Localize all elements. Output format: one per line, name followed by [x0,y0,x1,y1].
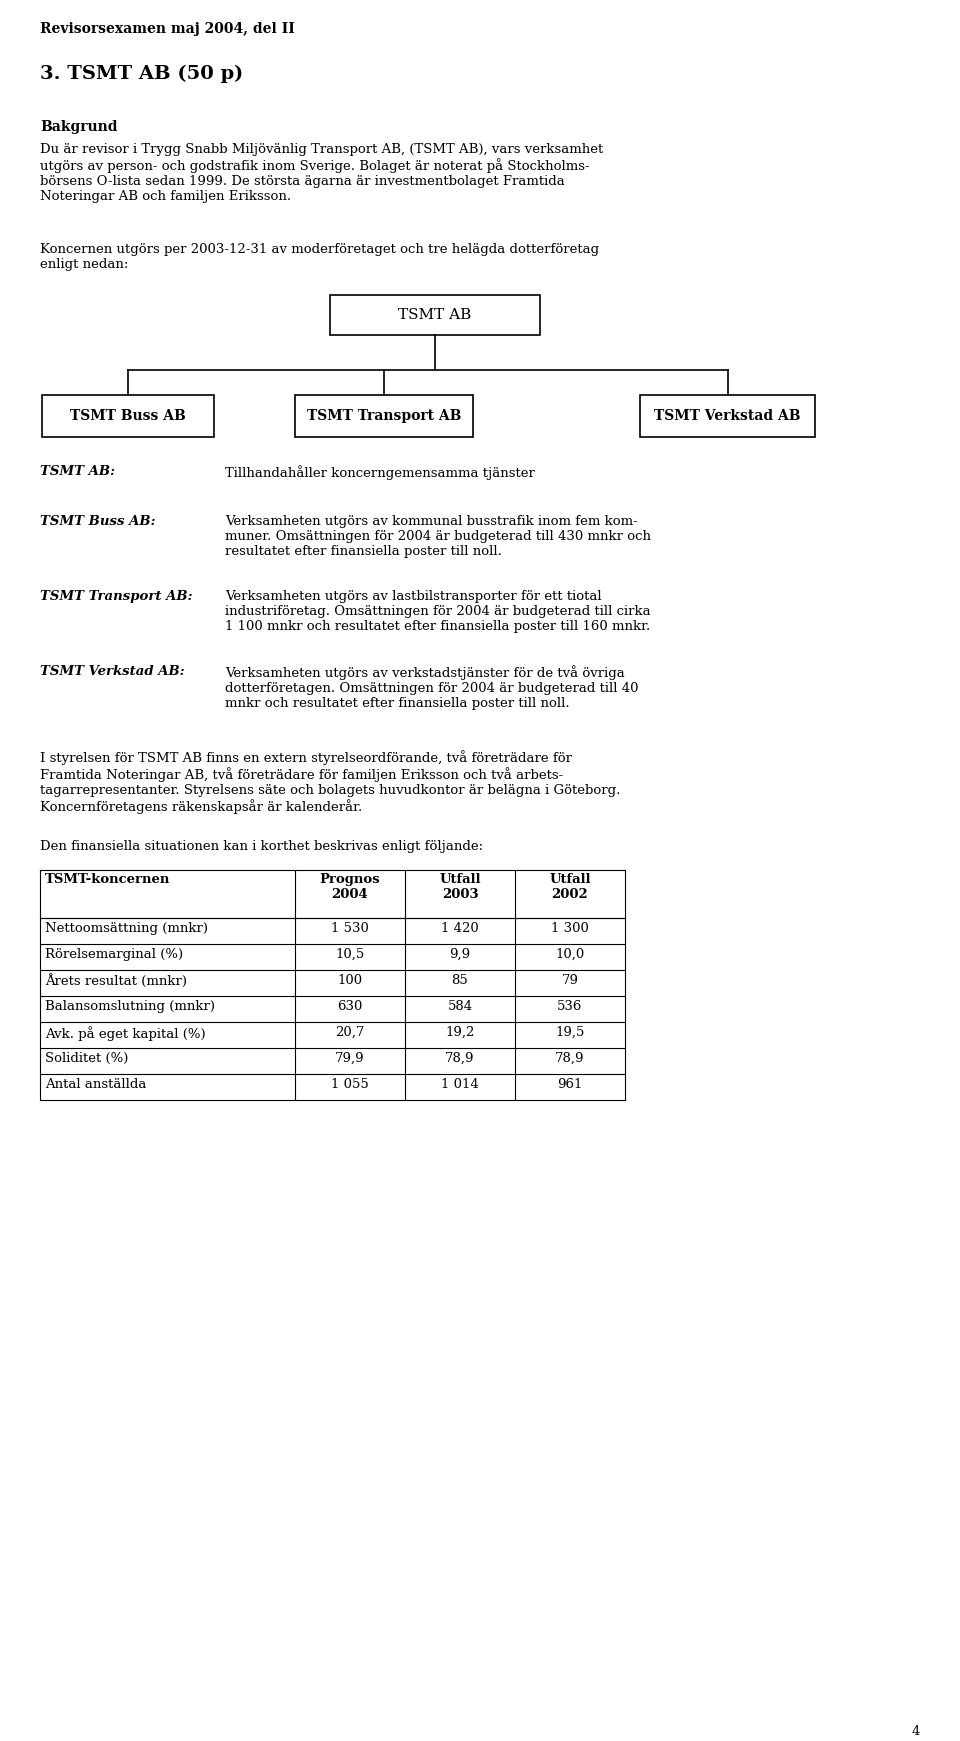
Text: TSMT Buss AB: TSMT Buss AB [70,409,186,423]
Text: Revisorsexamen maj 2004, del II: Revisorsexamen maj 2004, del II [40,23,295,37]
Text: Verksamheten utgörs av lastbilstransporter för ett tiotal
industriföretag. Omsät: Verksamheten utgörs av lastbilstransport… [225,590,651,634]
Text: 1 300: 1 300 [551,923,588,935]
Text: 78,9: 78,9 [445,1052,475,1065]
Text: TSMT AB: TSMT AB [398,308,471,322]
Text: TSMT Buss AB:: TSMT Buss AB: [40,515,156,528]
Text: Den finansiella situationen kan i korthet beskrivas enligt följande:: Den finansiella situationen kan i korthe… [40,839,483,853]
Text: Årets resultat (mnkr): Årets resultat (mnkr) [45,973,187,987]
Text: 10,0: 10,0 [556,949,585,961]
Text: Verksamheten utgörs av verkstadstjänster för de två övriga
dotterföretagen. Omsä: Verksamheten utgörs av verkstadstjänster… [225,665,638,710]
Text: 78,9: 78,9 [555,1052,585,1065]
Text: Tillhandahåller koncerngemensamma tjänster: Tillhandahåller koncerngemensamma tjänst… [225,465,535,481]
FancyBboxPatch shape [42,395,214,437]
Text: Nettoomsättning (mnkr): Nettoomsättning (mnkr) [45,923,208,935]
Text: 1 014: 1 014 [442,1078,479,1092]
Text: Soliditet (%): Soliditet (%) [45,1052,129,1065]
Text: Du är revisor i Trygg Snabb Miljövänlig Transport AB, (TSMT AB), vars verksamhet: Du är revisor i Trygg Snabb Miljövänlig … [40,143,603,204]
FancyBboxPatch shape [330,294,540,334]
Text: 9,9: 9,9 [449,949,470,961]
Text: Utfall
2002: Utfall 2002 [549,872,590,902]
Text: 19,2: 19,2 [445,1025,474,1039]
Text: 10,5: 10,5 [335,949,365,961]
Text: TSMT Transport AB:: TSMT Transport AB: [40,590,193,602]
Text: 1 055: 1 055 [331,1078,369,1092]
Text: 85: 85 [451,973,468,987]
Text: 79,9: 79,9 [335,1052,365,1065]
Text: Rörelsemarginal (%): Rörelsemarginal (%) [45,949,183,961]
Text: 3. TSMT AB (50 p): 3. TSMT AB (50 p) [40,64,243,84]
Text: 1 420: 1 420 [442,923,479,935]
FancyBboxPatch shape [295,395,473,437]
Text: I styrelsen för TSMT AB finns en extern styrelseordförande, två företrädare för
: I styrelsen för TSMT AB finns en extern … [40,750,620,815]
Text: TSMT AB:: TSMT AB: [40,465,115,479]
Text: TSMT Verkstad AB:: TSMT Verkstad AB: [40,665,184,677]
Text: Prognos
2004: Prognos 2004 [320,872,380,902]
Text: 19,5: 19,5 [555,1025,585,1039]
Text: 630: 630 [337,999,363,1013]
Text: 79: 79 [562,973,579,987]
FancyBboxPatch shape [640,395,815,437]
Text: Utfall
2003: Utfall 2003 [439,872,481,902]
Text: 536: 536 [558,999,583,1013]
Text: Antal anställda: Antal anställda [45,1078,146,1092]
Text: 1 530: 1 530 [331,923,369,935]
Text: Verksamheten utgörs av kommunal busstrafik inom fem kom-
muner. Omsättningen för: Verksamheten utgörs av kommunal busstraf… [225,515,651,559]
Text: Balansomslutning (mnkr): Balansomslutning (mnkr) [45,999,215,1013]
Text: TSMT-koncernen: TSMT-koncernen [45,872,170,886]
Text: Koncernen utgörs per 2003-12-31 av moderföretaget och tre helägda dotterföretag
: Koncernen utgörs per 2003-12-31 av moder… [40,244,599,272]
Text: 961: 961 [558,1078,583,1092]
Text: TSMT Verkstad AB: TSMT Verkstad AB [655,409,801,423]
Text: 4: 4 [912,1725,920,1738]
Text: 20,7: 20,7 [335,1025,365,1039]
Text: Avk. på eget kapital (%): Avk. på eget kapital (%) [45,1025,205,1041]
Text: 100: 100 [337,973,363,987]
Text: Bakgrund: Bakgrund [40,120,117,134]
Text: 584: 584 [447,999,472,1013]
Text: TSMT Transport AB: TSMT Transport AB [307,409,461,423]
